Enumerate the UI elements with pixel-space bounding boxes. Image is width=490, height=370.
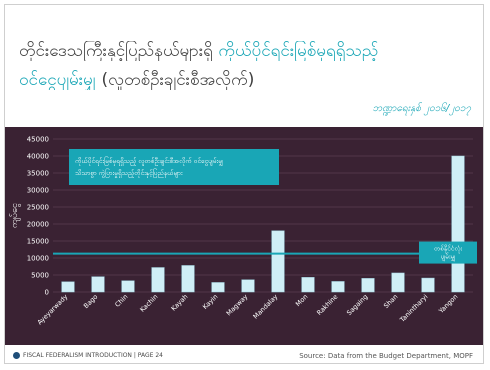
x-tick-label: Yangon: [436, 293, 459, 316]
y-tick-label: 45000: [27, 136, 49, 144]
y-tick-label: 30000: [27, 187, 49, 195]
average-label: တစ်နိုင်ငံလုံးပျမ်းမျှ: [434, 245, 463, 262]
x-tick-label: Chin: [113, 293, 129, 309]
x-tick-label: Kachin: [138, 293, 159, 314]
y-tick-label: 0: [45, 289, 49, 297]
title-line-2: ဝင်ငွေပျမ်းမျှ (လူတစ်ဦးချင်းစီအလိုက်): [19, 70, 475, 90]
title-part-dark-2: (လူတစ်ဦးချင်းစီအလိုက်): [101, 70, 255, 90]
bar: [421, 277, 435, 293]
x-tick-label: Kayah: [170, 293, 190, 313]
bar: [211, 282, 225, 293]
y-tick-label: 15000: [27, 238, 49, 246]
bar: [91, 276, 105, 293]
bar: [121, 280, 135, 293]
chart-panel: 0 5000 10000 15000 20000 25000 30000 35000 40000…: [5, 127, 483, 345]
bar: [61, 281, 75, 293]
bar: [271, 230, 285, 293]
title-part-accent-2: ဝင်ငွေပျမ်းမျှ: [19, 70, 97, 90]
bar: [451, 155, 465, 293]
x-tick-label: Mandalay: [252, 293, 280, 321]
footer-dot-icon: [13, 352, 20, 359]
title-part-dark: တိုင်းဒေသကြီးနှင့်ပြည်နယ်များရှိ: [19, 41, 213, 61]
bar-chart: 0 5000 10000 15000 20000 25000 30000 35000 40000…: [9, 136, 477, 327]
x-tick-label: Sagaing: [345, 293, 369, 317]
y-axis-label: ကျပ်ငွေ: [9, 203, 21, 228]
footer-source: Source: Data from the Budget Department,…: [299, 352, 473, 360]
bar: [241, 279, 255, 293]
x-tick-label: Shan: [382, 293, 399, 310]
x-tick-label: Mon: [294, 293, 309, 308]
title-line-1: တိုင်းဒေသကြီးနှင့်ပြည်နယ်များရှိ ကိုယ်ပိ…: [19, 41, 475, 61]
x-tick-label: Rakhine: [315, 293, 339, 317]
title-part-accent: ကိုယ်ပိုင်ရင်းမြစ်မှရရှိသည့်: [218, 41, 379, 61]
y-tick-label: 40000: [27, 153, 49, 161]
bar: [331, 281, 345, 293]
bar: [181, 265, 195, 293]
x-tick-label: Magway: [225, 293, 250, 318]
y-tick-label: 10000: [27, 255, 49, 263]
average-label-box: [419, 241, 477, 264]
annotation-box: [69, 149, 279, 185]
x-tick-label: Bago: [82, 293, 99, 310]
x-tick-label: Kayin: [201, 293, 219, 311]
x-tick-label: Tanintharyi: [398, 293, 430, 325]
x-tick-label: Ayeyarwady: [36, 293, 70, 327]
slide: တိုင်းဒေသကြီးနှင့်ပြည်နယ်များရှိ ကိုယ်ပိ…: [4, 4, 484, 364]
fiscal-year-label: ဘဏ္ဍာရေးနှစ် ၂၀၁၆/၂၀၁၇: [372, 103, 471, 114]
y-tick-label: 35000: [27, 170, 49, 178]
bar: [391, 272, 405, 293]
bar: [151, 267, 165, 293]
footer-left: FISCAL FEDERALISM INTRODUCTION | PAGE 24: [13, 352, 163, 359]
footer-left-text: FISCAL FEDERALISM INTRODUCTION | PAGE 24: [23, 352, 163, 359]
y-tick-label: 25000: [27, 204, 49, 212]
y-tick-label: 20000: [27, 221, 49, 229]
bar: [361, 278, 375, 293]
bar: [301, 277, 315, 293]
y-tick-label: 5000: [31, 272, 49, 280]
annotation-text: ကိုယ်ပိုင်ရင်းမြစ်မှရရှိသည့် လူတစ်ဦးချင်…: [75, 156, 223, 178]
